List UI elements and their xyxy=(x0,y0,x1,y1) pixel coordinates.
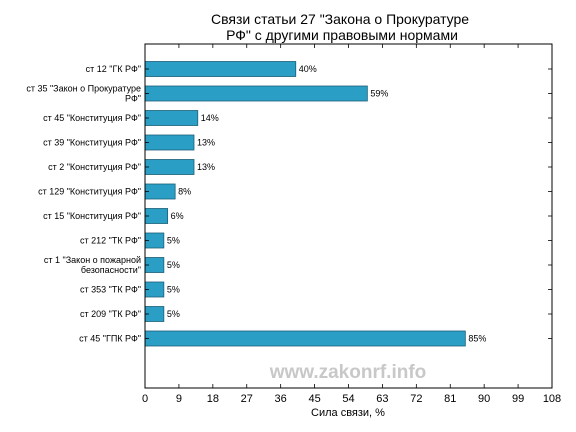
bar xyxy=(144,134,195,151)
bar xyxy=(144,159,195,175)
category-label: ст 353 "ТК РФ" xyxy=(80,285,141,295)
bar xyxy=(144,110,199,126)
x-tick-label: 27 xyxy=(241,393,253,405)
category-label: ст 212 "ТК РФ" xyxy=(80,236,141,246)
category-label-line: ст 12 "ГК РФ" xyxy=(86,64,141,74)
watermark-layer: www.zakonrf.info xyxy=(269,362,427,383)
category-label: ст 12 "ГК РФ" xyxy=(86,64,141,74)
category-label: ст 35 "Закон о Прокуратуре РФ" xyxy=(26,84,141,104)
bar xyxy=(144,85,368,102)
x-tick-label: 0 xyxy=(142,393,148,405)
x-tick-label: 108 xyxy=(543,393,561,405)
value-labels: 40% 59% 14% 13% 13% 8% 6% 5% 5% 5% 5% 85% xyxy=(167,64,486,344)
x-tick-labels: 0 9 18 27 36 45 54 63 72 81 90 99 108 xyxy=(142,393,561,405)
category-label-line: ст 129 "Конституция РФ" xyxy=(38,187,141,197)
category-label: ст 209 "ТК РФ" xyxy=(80,309,141,319)
x-tick-label: 90 xyxy=(478,393,490,405)
bar-value-label: 5% xyxy=(167,260,180,270)
category-label: ст 2 "Конституция РФ" xyxy=(48,162,141,172)
x-axis-title: Сила связи, % xyxy=(311,407,385,419)
x-tick-label: 45 xyxy=(308,393,320,405)
category-label-line: ст 45 "ГПК РФ" xyxy=(79,334,141,344)
category-label: ст 129 "Конституция РФ" xyxy=(38,187,141,197)
bar-value-label: 5% xyxy=(167,309,180,319)
x-tick-label: 81 xyxy=(444,393,456,405)
chart-title-line-2: РФ" с другими правовыми нормами xyxy=(226,27,458,43)
bar-value-label: 59% xyxy=(370,89,388,99)
x-tick-label: 9 xyxy=(176,393,182,405)
watermark-text: www.zakonrf.info xyxy=(269,362,427,383)
x-tick-label: 18 xyxy=(207,393,219,405)
category-label-line: ст 1 "Закон о пожарной xyxy=(44,255,141,265)
x-tick-label: 54 xyxy=(342,393,354,405)
x-tick-label: 72 xyxy=(410,393,422,405)
category-label-line: ст 39 "Конституция РФ" xyxy=(43,138,141,148)
bar-value-label: 5% xyxy=(167,236,180,246)
bar-value-label: 13% xyxy=(197,138,215,148)
category-label: ст 45 "ГПК РФ" xyxy=(79,334,141,344)
category-label-line: ст 45 "Конституция РФ" xyxy=(43,113,141,123)
bar-value-label: 8% xyxy=(178,187,191,197)
category-label-line: ст 35 "Закон о Прокуратуре xyxy=(26,84,141,94)
category-label-line: ст 15 "Конституция РФ" xyxy=(43,211,141,221)
category-labels: ст 12 "ГК РФ" ст 35 "Закон о Прокуратуре Р… xyxy=(26,64,141,344)
category-label-line: РФ" xyxy=(125,94,141,104)
category-label-line: безопасности" xyxy=(81,265,141,275)
bar-value-label: 85% xyxy=(468,334,486,344)
bar-value-label: 5% xyxy=(167,285,180,295)
axis-ticks xyxy=(144,44,553,388)
bar xyxy=(144,183,176,200)
x-tick-label: 99 xyxy=(512,393,524,405)
bar-value-label: 40% xyxy=(299,64,317,74)
chart-title: Связи статьи 27 "Закона о Прокуратуре РФ… xyxy=(211,11,473,43)
bar xyxy=(144,330,466,347)
x-tick-label: 36 xyxy=(275,393,287,405)
category-label-line: ст 2 "Конституция РФ" xyxy=(48,162,141,172)
bar-value-label: 6% xyxy=(171,211,184,221)
category-label: ст 1 "Закон о пожарной безопасности" xyxy=(44,255,141,275)
bar xyxy=(144,61,297,77)
category-label: ст 45 "Конституция РФ" xyxy=(43,113,141,123)
bar-value-label: 14% xyxy=(201,113,219,123)
category-label-line: ст 353 "ТК РФ" xyxy=(80,285,141,295)
chart-title-line-1: Связи статьи 27 "Закона о Прокуратуре xyxy=(211,11,469,27)
bar-value-label: 13% xyxy=(197,162,215,172)
x-tick-label: 63 xyxy=(376,393,388,405)
category-label: ст 15 "Конституция РФ" xyxy=(43,211,141,221)
category-label: ст 39 "Конституция РФ" xyxy=(43,138,141,148)
bars-group xyxy=(144,61,466,347)
category-label-line: ст 209 "ТК РФ" xyxy=(80,309,141,319)
category-label-line: ст 212 "ТК РФ" xyxy=(80,236,141,246)
